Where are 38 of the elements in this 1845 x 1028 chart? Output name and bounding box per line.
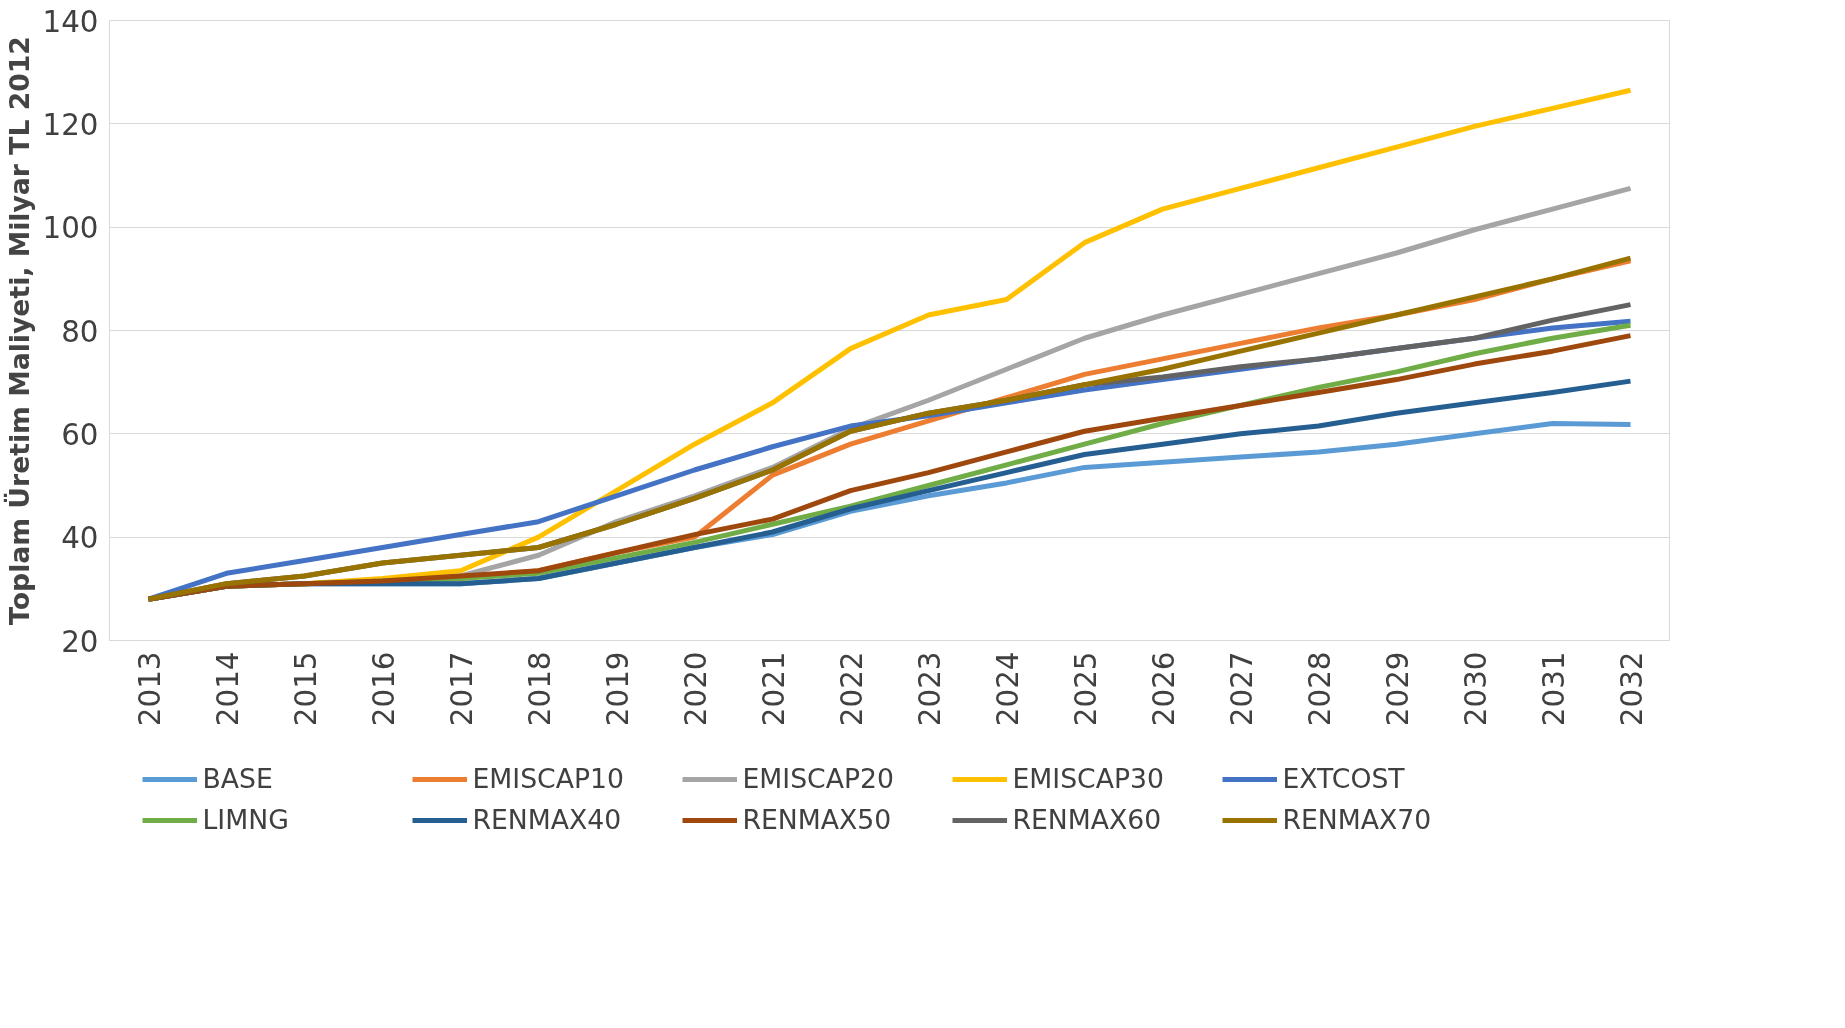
y-tick-label: 100 [42,211,99,246]
legend-label: LIMNG [202,804,290,835]
legend-label: EMISCAP30 [1012,763,1165,794]
x-tick-label: 2020 [678,651,713,727]
legend-label: RENMAX40 [472,804,623,835]
x-tick-label: 2014 [210,651,245,727]
x-tick-label: 2023 [912,651,947,727]
x-tick-label: 2021 [756,651,791,727]
legend-label: RENMAX50 [742,804,893,835]
legend-label: EXTCOST [1282,763,1406,794]
y-axis-title: Toplam Üretim Maliyeti, Milyar TL 2012 [2,36,35,625]
y-tick-label: 60 [61,417,99,452]
x-tick-label: 2022 [834,651,869,727]
x-tick-label: 2015 [288,651,323,727]
x-tick-label: 2017 [444,651,479,727]
x-tick-label: 2026 [1146,651,1181,727]
y-tick-label: 120 [42,107,99,142]
x-tick-label: 2019 [600,651,635,727]
legend-label: EMISCAP20 [742,763,895,794]
x-tick-label: 2029 [1380,651,1415,727]
y-tick-label: 40 [61,521,99,556]
x-tick-label: 2030 [1458,651,1493,727]
x-tick-label: 2024 [990,651,1025,727]
y-tick-label: 80 [61,314,99,349]
x-tick-label: 2031 [1536,651,1571,727]
legend-label: BASE [202,763,274,794]
legend-label: EMISCAP10 [472,763,625,794]
x-tick-label: 2032 [1614,651,1649,727]
x-tick-label: 2027 [1224,651,1259,727]
x-tick-label: 2013 [132,651,167,727]
x-tick-label: 2016 [366,651,401,727]
x-tick-label: 2018 [522,651,557,727]
legend-label: RENMAX70 [1282,804,1433,835]
y-tick-label: 20 [61,624,99,659]
y-tick-label: 140 [42,4,99,39]
legend-label: RENMAX60 [1012,804,1163,835]
x-tick-label: 2028 [1302,651,1337,727]
x-tick-label: 2025 [1068,651,1103,727]
